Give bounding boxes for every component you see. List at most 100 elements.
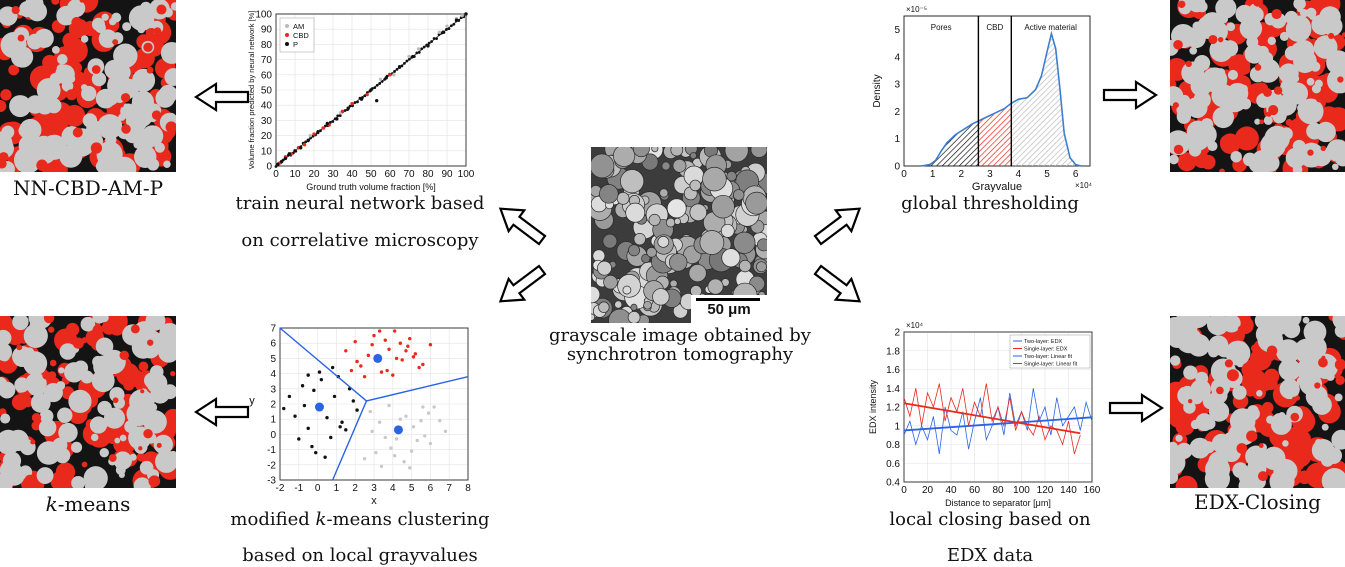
cbd-blob [1263,375,1278,391]
gray-particle [628,244,640,257]
km-point [391,373,395,377]
am-particle [133,140,142,149]
cbd-speck [1320,145,1327,152]
nn-ytick-label: 0 [266,162,272,173]
nn-diagonal-point [331,120,335,123]
nn-xtick-label: 50 [365,169,377,180]
nn-point-am [378,77,383,82]
gray-particle [632,147,650,158]
nn-diagonal-point [336,114,340,118]
th-region-label: CBD [986,23,1003,32]
threshold-result-image [1170,0,1345,172]
cbd-blob [8,64,20,76]
gray-particle [591,285,601,304]
am-particle [170,88,176,98]
nn-point-p [299,146,303,150]
cbd-speck [1226,369,1239,382]
nn-xtick-label: 100 [458,169,475,180]
cbd-speck [24,474,36,486]
am-particle [104,355,115,367]
gray-particle [657,235,670,248]
am-particle [1200,118,1214,131]
cbd-speck [1328,32,1335,39]
edx-ytick-label: 2 [894,328,900,339]
km-point [355,359,359,364]
gray-particle [641,253,651,264]
nn-legend-marker [285,24,289,28]
nn-point-p [293,149,297,153]
km-xtick-label: 5 [409,483,415,494]
am-particle [1277,347,1291,362]
nn-diagonal-point [422,45,426,49]
am-particle [1260,132,1286,159]
cbd-speck [143,42,153,53]
cbd-speck [1254,63,1262,71]
nn-diagonal-point [348,104,352,108]
cbd-speck [1266,345,1278,357]
km-point [408,466,412,470]
am-particle [95,337,114,356]
kmeans-caption-k: k [315,509,327,530]
am-particle [118,471,125,479]
cbd-speck [121,124,131,134]
km-point [394,356,399,361]
gray-particle [599,184,619,204]
segmentation-image-nn [0,0,176,172]
th-region-pores [921,120,979,166]
cbd-blob [1197,459,1207,469]
gray-particle [648,213,661,226]
am-particle [90,433,99,442]
gray-particle [738,259,752,273]
am-particle [23,351,48,376]
nn-xtick-label: 70 [403,169,415,180]
nn-diagonal-point [430,40,434,43]
am-particle [36,78,61,102]
am-particle [137,25,146,34]
cbd-speck [156,4,167,15]
nn-point-cbd [340,109,345,113]
am-particle [1331,163,1339,171]
am-particle [1259,452,1272,466]
cbd-speck [1268,105,1279,116]
am-particle [84,481,96,488]
am-particle [58,422,78,443]
km-ytick-label: 7 [270,324,276,335]
nn-xtick-label: 60 [384,169,396,180]
am-particle [1296,357,1322,383]
am-particle [148,397,155,405]
kmeans-image [0,316,176,488]
nn-diagonal-point [452,22,456,26]
am-particle [1305,385,1328,408]
am-particle [1190,379,1211,400]
am-particle [1232,462,1249,479]
am-particle [1332,316,1345,331]
am-particle [67,129,95,157]
nn-point-p [283,156,288,161]
am-particle [1183,365,1198,380]
gray-particle [670,147,684,157]
cbd-speck [147,339,154,346]
km-centroid [314,402,324,412]
nn-diagonal-point [274,165,278,168]
am-particle [119,434,127,442]
km-point [317,370,322,374]
segmentation-image-kmeans [0,316,176,488]
cbd-blob [1286,442,1312,468]
cbd-blob [1175,416,1195,436]
km-point [379,370,384,374]
gray-particle [756,261,767,273]
gray-particle [643,300,652,310]
am-particle [1310,61,1321,72]
gray-particle [630,303,638,311]
nn-diagonal-point [432,37,436,40]
km-point [417,365,421,370]
am-particle [51,45,60,54]
am-particle [122,22,132,32]
nn-xtick-label: 30 [327,169,339,180]
km-point [344,349,348,353]
am-particle [1279,378,1300,400]
th-xtick-label: 0 [901,169,907,180]
cbd-speck [92,324,104,336]
cbd-speck [17,34,25,42]
am-particle [57,54,68,65]
